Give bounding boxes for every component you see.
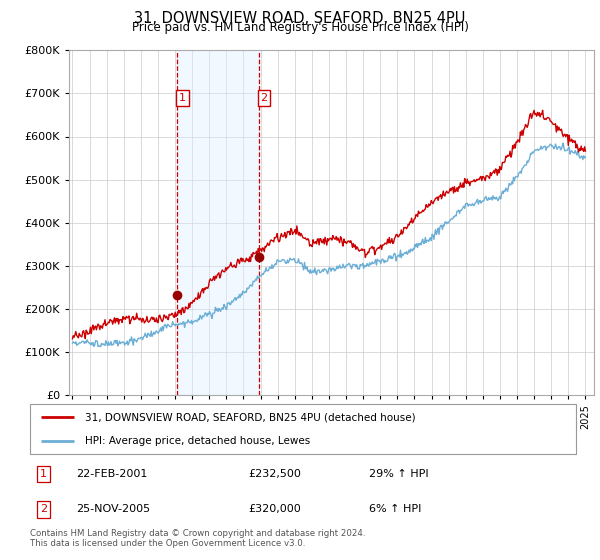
Text: 31, DOWNSVIEW ROAD, SEAFORD, BN25 4PU (detached house): 31, DOWNSVIEW ROAD, SEAFORD, BN25 4PU (d… (85, 412, 415, 422)
Text: 2: 2 (40, 505, 47, 515)
Text: £232,500: £232,500 (248, 469, 301, 479)
FancyBboxPatch shape (30, 404, 576, 454)
Text: HPI: Average price, detached house, Lewes: HPI: Average price, detached house, Lewe… (85, 436, 310, 446)
Text: 1: 1 (179, 93, 186, 102)
Text: Price paid vs. HM Land Registry's House Price Index (HPI): Price paid vs. HM Land Registry's House … (131, 21, 469, 34)
Text: 1: 1 (40, 469, 47, 479)
Text: 25-NOV-2005: 25-NOV-2005 (76, 505, 151, 515)
Text: 29% ↑ HPI: 29% ↑ HPI (368, 469, 428, 479)
Text: £320,000: £320,000 (248, 505, 301, 515)
Text: Contains HM Land Registry data © Crown copyright and database right 2024.
This d: Contains HM Land Registry data © Crown c… (30, 529, 365, 548)
Text: 2: 2 (260, 93, 268, 102)
Text: 31, DOWNSVIEW ROAD, SEAFORD, BN25 4PU: 31, DOWNSVIEW ROAD, SEAFORD, BN25 4PU (134, 11, 466, 26)
Text: 6% ↑ HPI: 6% ↑ HPI (368, 505, 421, 515)
Bar (177, 50, 259, 395)
Text: 22-FEB-2001: 22-FEB-2001 (76, 469, 148, 479)
